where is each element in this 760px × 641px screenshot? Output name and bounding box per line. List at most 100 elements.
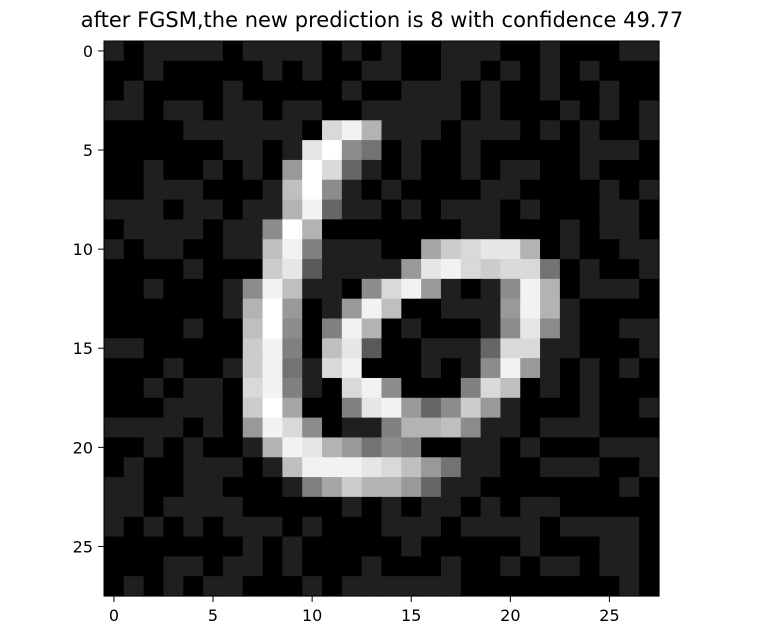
heatmap-cell	[222, 516, 244, 538]
heatmap-cell	[460, 41, 482, 62]
heatmap-cell	[123, 338, 145, 359]
heatmap-cell	[203, 179, 224, 201]
heatmap-cell	[104, 377, 125, 399]
heatmap-cell	[540, 318, 561, 339]
heatmap-cell	[183, 318, 204, 339]
heatmap-cell	[183, 576, 204, 597]
heatmap-cell	[163, 298, 184, 320]
heatmap-cell	[619, 496, 640, 518]
heatmap-cell	[302, 437, 323, 458]
heatmap-cell	[163, 457, 184, 478]
heatmap-cell	[361, 100, 383, 121]
heatmap-cell	[104, 338, 125, 359]
heatmap-cell	[123, 120, 145, 141]
heatmap-cell	[460, 298, 482, 320]
heatmap-cell	[242, 140, 264, 161]
heatmap-cell	[540, 80, 561, 102]
heatmap-cell	[520, 576, 541, 597]
heatmap-cell	[381, 179, 402, 201]
heatmap-cell	[421, 179, 442, 201]
heatmap-cell	[480, 199, 502, 220]
heatmap-cell	[500, 516, 521, 538]
heatmap-cell	[322, 159, 343, 181]
heatmap-cell	[222, 179, 244, 201]
heatmap-cell	[520, 140, 541, 161]
heatmap-cell	[242, 536, 264, 557]
heatmap-cell	[421, 437, 442, 458]
heatmap-cell	[440, 516, 462, 538]
heatmap-cell	[222, 159, 244, 181]
heatmap-cell	[341, 60, 363, 82]
heatmap-cell	[421, 120, 442, 141]
heatmap-cell	[401, 159, 422, 181]
heatmap-cell	[619, 120, 640, 141]
heatmap-cell	[520, 377, 541, 399]
heatmap-cell	[104, 556, 125, 577]
heatmap-cell	[440, 298, 462, 320]
axes-frame	[103, 40, 660, 597]
y-axis: 0 5 10 15 20 25	[73, 42, 104, 556]
heatmap-cell	[381, 41, 402, 62]
heatmap-cell	[341, 298, 363, 320]
heatmap-cell	[143, 278, 165, 300]
heatmap-cell	[183, 437, 204, 458]
heatmap-cell	[104, 496, 125, 518]
heatmap-cell	[460, 457, 482, 478]
heatmap-cell	[222, 100, 244, 121]
heatmap-cell	[203, 576, 224, 597]
heatmap-cell	[104, 437, 125, 458]
heatmap-cell	[401, 338, 422, 359]
heatmap-cell	[123, 100, 145, 121]
heatmap-cell	[183, 278, 204, 300]
heatmap-cell	[123, 278, 145, 300]
heatmap-cell	[520, 159, 541, 181]
heatmap-cell	[282, 219, 303, 240]
heatmap-cell	[559, 239, 581, 260]
heatmap-cell	[559, 60, 581, 82]
heatmap-cell	[381, 239, 402, 260]
heatmap-cell	[401, 80, 422, 102]
heatmap-cell	[341, 437, 363, 458]
heatmap-cell	[302, 417, 323, 439]
heatmap-cell	[619, 140, 640, 161]
heatmap-cell	[520, 199, 541, 220]
heatmap-cell	[302, 199, 323, 220]
heatmap-cell	[480, 516, 502, 538]
heatmap-cell	[203, 80, 224, 102]
heatmap-cell	[203, 358, 224, 379]
heatmap-cell	[619, 477, 640, 498]
heatmap-cell	[361, 179, 383, 201]
heatmap-cell	[460, 259, 482, 280]
heatmap-cell	[579, 179, 601, 201]
heatmap-cell	[540, 516, 561, 538]
heatmap-cell	[500, 318, 521, 339]
heatmap-cell	[143, 477, 165, 498]
heatmap-cell	[262, 496, 283, 518]
heatmap-cell	[163, 239, 184, 260]
heatmap-cell	[480, 298, 502, 320]
heatmap-cell	[143, 199, 165, 220]
heatmap-cell	[480, 80, 502, 102]
heatmap-cell	[440, 358, 462, 379]
heatmap-cell	[262, 576, 283, 597]
x-tick-label: 5	[208, 606, 218, 625]
heatmap-cell	[381, 516, 402, 538]
heatmap-cell	[203, 100, 224, 121]
heatmap-cell	[500, 298, 521, 320]
heatmap-cell	[520, 457, 541, 478]
heatmap-cell	[282, 278, 303, 300]
heatmap-cell	[579, 397, 601, 419]
heatmap-cell	[480, 278, 502, 300]
heatmap-cell	[599, 477, 620, 498]
heatmap-cell	[222, 377, 244, 399]
heatmap-cell	[183, 516, 204, 538]
heatmap-cell	[639, 496, 660, 518]
heatmap-cell	[401, 417, 422, 439]
heatmap-cell	[579, 298, 601, 320]
heatmap-cell	[401, 41, 422, 62]
heatmap-cell	[183, 179, 204, 201]
heatmap-cell	[282, 397, 303, 419]
heatmap-cell	[341, 239, 363, 260]
heatmap-cell	[203, 437, 224, 458]
heatmap-cell	[163, 100, 184, 121]
